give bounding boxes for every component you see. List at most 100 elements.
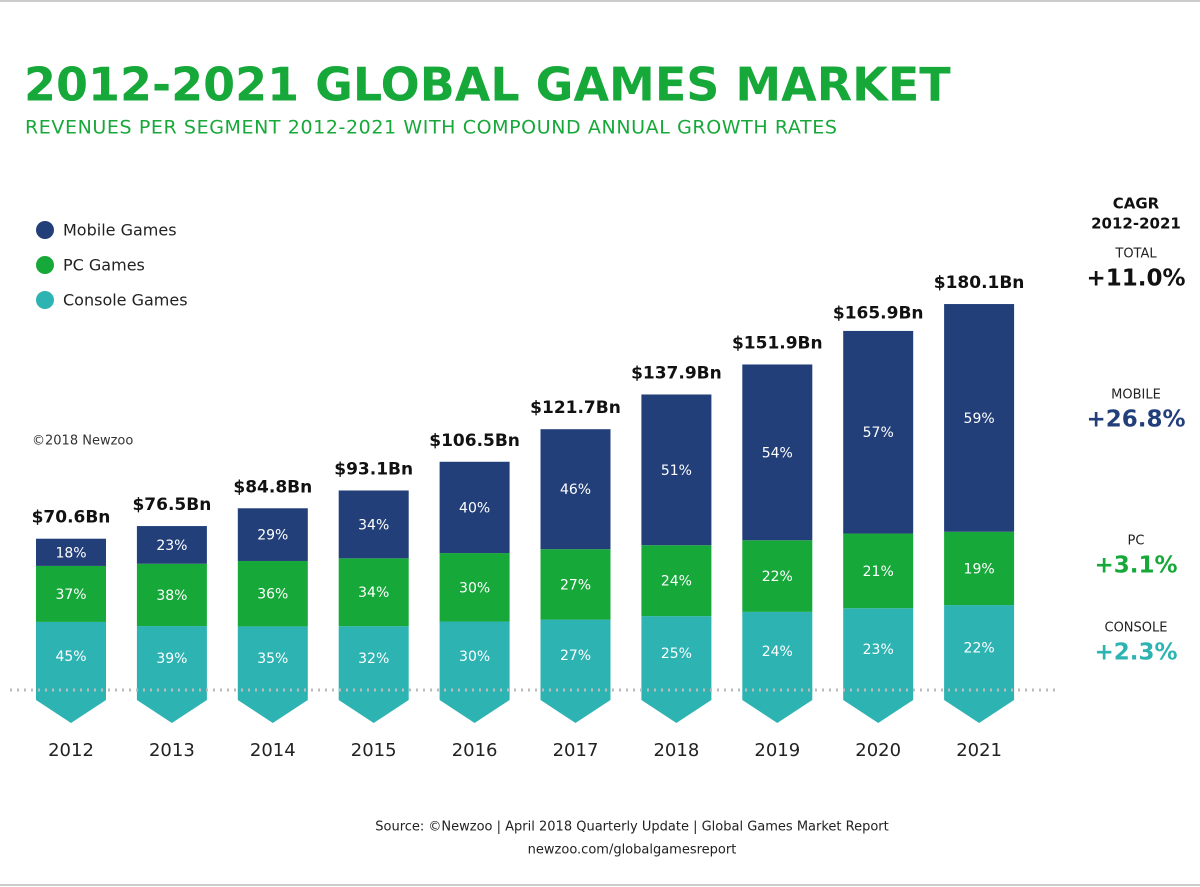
bar-segment (136, 626, 207, 690)
total-label: $76.5Bn (132, 495, 211, 515)
segment-label: 35% (257, 651, 288, 667)
cagr-name: CONSOLE (1105, 621, 1168, 636)
segment-label: 22% (762, 569, 793, 585)
segment-label: 21% (863, 564, 894, 580)
bar-segment (641, 616, 712, 690)
chart-subtitle: REVENUES PER SEGMENT 2012-2021 WITH COMP… (25, 117, 838, 139)
segment-label: 45% (55, 649, 86, 665)
cagr-value: +2.3% (1094, 640, 1177, 666)
segment-label: 34% (358, 517, 389, 533)
cagr-title: 2012-2021 (1091, 215, 1181, 233)
bar-segment (136, 526, 207, 564)
bar-segment (742, 540, 813, 612)
bar-segment (338, 490, 409, 559)
source-url: newzoo.com/globalgamesreport (528, 843, 737, 858)
segment-label: 36% (257, 587, 288, 603)
x-tick-label: 2017 (553, 740, 599, 761)
bar-segment (237, 626, 308, 690)
segment-label: 59% (964, 411, 995, 427)
segment-label: 27% (560, 648, 591, 664)
total-label: $121.7Bn (530, 398, 621, 418)
total-label: $180.1Bn (934, 273, 1025, 293)
bar-arrow (237, 689, 308, 723)
bar-segment (439, 553, 510, 622)
x-tick-label: 2018 (653, 740, 699, 761)
legend-swatch (36, 256, 54, 274)
segment-label: 22% (964, 641, 995, 657)
segment-label: 51% (661, 463, 692, 479)
x-tick-label: 2013 (149, 740, 195, 761)
legend-label: PC Games (63, 256, 145, 275)
cagr-value: +3.1% (1094, 553, 1177, 579)
bar-arrow (540, 689, 611, 723)
bar-segment (944, 605, 1015, 690)
bar-segment (36, 621, 106, 690)
bar-segment (237, 560, 308, 627)
bar-segment (136, 563, 207, 627)
legend-swatch (36, 221, 54, 239)
bar-segment (36, 538, 106, 566)
cagr-value: +11.0% (1086, 266, 1185, 292)
bar-segment (540, 429, 611, 550)
cagr-title: CAGR (1113, 195, 1160, 213)
x-tick-label: 2020 (855, 740, 901, 761)
cagr-name: TOTAL (1114, 247, 1157, 262)
bar-segment (944, 531, 1015, 606)
bar-segment (641, 545, 712, 617)
segment-label: 30% (459, 649, 490, 665)
bar-segment (843, 330, 914, 534)
x-tick-label: 2021 (956, 740, 1002, 761)
bar-arrow (742, 689, 813, 723)
x-tick-label: 2016 (452, 740, 498, 761)
cagr-name: MOBILE (1111, 388, 1161, 403)
bar-segment (641, 394, 712, 546)
legend-swatch (36, 291, 54, 309)
segment-label: 54% (762, 445, 793, 461)
bar-segment (338, 558, 409, 627)
copyright: ©2018 Newzoo (32, 434, 133, 449)
segment-label: 25% (661, 646, 692, 662)
bar-segment (36, 565, 106, 622)
segment-label: 37% (55, 587, 86, 603)
bar-arrow (338, 689, 409, 723)
bar-arrow (439, 689, 510, 723)
segment-label: 24% (661, 574, 692, 590)
bar-arrow (36, 689, 106, 723)
bar-segment (540, 549, 611, 620)
segment-label: 27% (560, 577, 591, 593)
bar-segment (742, 364, 813, 541)
bar-arrow (843, 689, 914, 723)
bar-segment (742, 611, 813, 690)
cagr-name: PC (1128, 534, 1145, 549)
segment-label: 30% (459, 580, 490, 596)
segment-label: 39% (156, 651, 187, 667)
segment-label: 38% (156, 588, 187, 604)
bar-segment (843, 608, 914, 690)
segment-label: 57% (863, 425, 894, 441)
x-tick-label: 2019 (754, 740, 800, 761)
bar-segment (439, 621, 510, 690)
x-tick-label: 2015 (351, 740, 397, 761)
x-tick-label: 2014 (250, 740, 296, 761)
bar-segment (338, 626, 409, 690)
total-label: $151.9Bn (732, 333, 823, 353)
segment-label: 29% (257, 528, 288, 544)
bar-arrow (641, 689, 712, 723)
total-label: $70.6Bn (32, 508, 111, 528)
chart-title: 2012-2021 GLOBAL GAMES MARKET (24, 58, 951, 112)
total-label: $84.8Bn (233, 477, 312, 497)
bar-segment (237, 508, 308, 561)
segment-label: 23% (863, 642, 894, 658)
segment-label: 24% (762, 644, 793, 660)
bar-segment (944, 304, 1015, 532)
segment-label: 32% (358, 651, 389, 667)
segment-label: 46% (560, 482, 591, 498)
total-label: $106.5Bn (429, 431, 520, 451)
total-label: $165.9Bn (833, 303, 924, 323)
segment-label: 40% (459, 500, 490, 516)
source: Source: ©Newzoo | April 2018 Quarterly U… (375, 820, 888, 835)
bar-segment (439, 461, 510, 554)
x-tick-label: 2012 (48, 740, 94, 761)
bar-arrow (136, 689, 207, 723)
